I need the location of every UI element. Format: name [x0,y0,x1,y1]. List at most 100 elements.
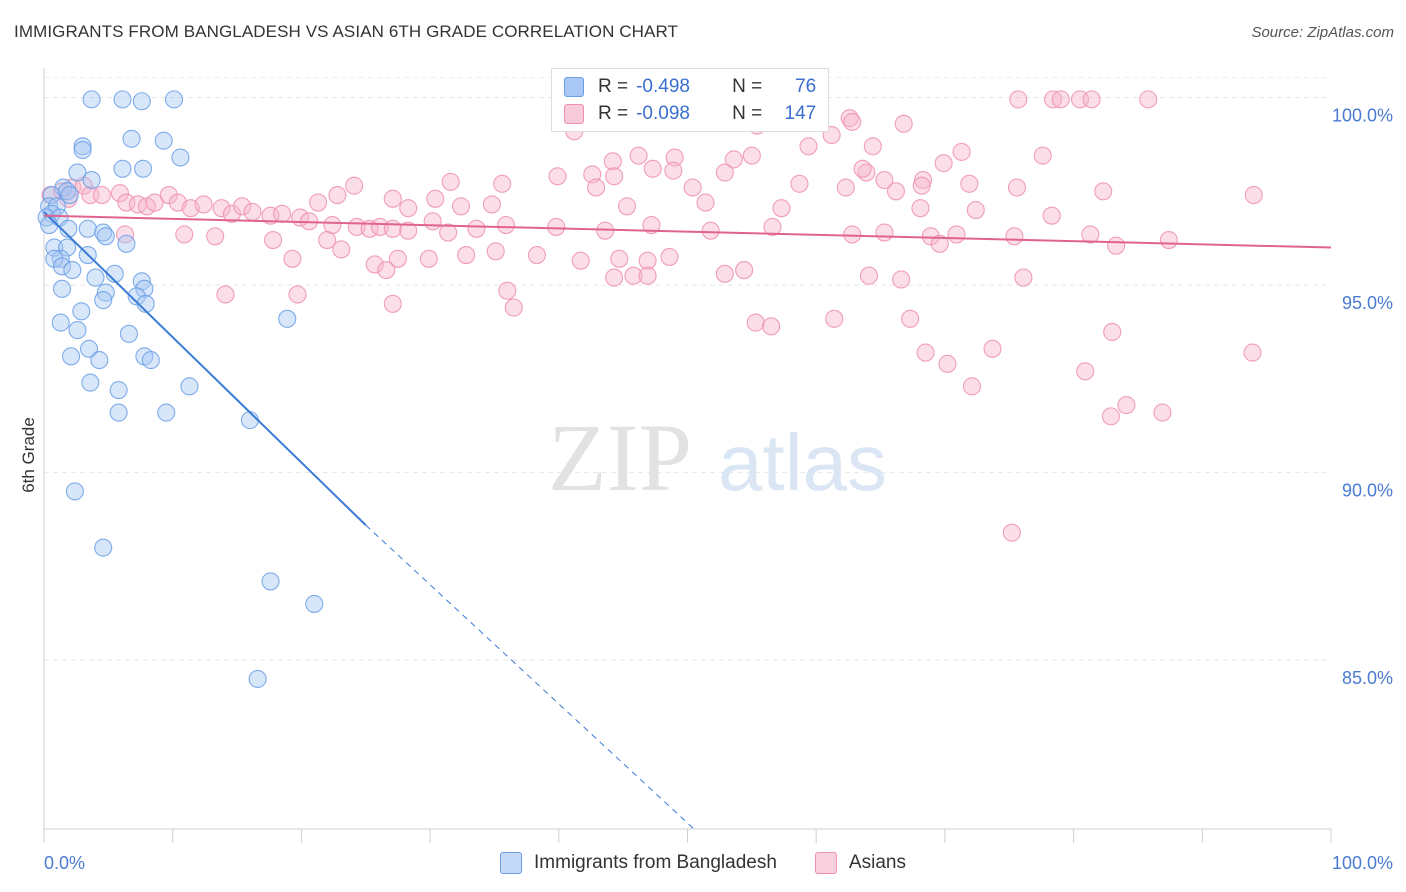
data-point [901,309,920,328]
data-point [617,197,637,216]
data-point [1043,90,1063,109]
data-point [701,221,720,240]
data-point [206,227,225,246]
x-tick-label: 0.0% [44,853,85,873]
data-point [127,287,146,306]
legend-swatch-blue [500,852,523,874]
x-tick-label: 100.0% [1332,853,1393,873]
data-point [451,197,471,216]
data-point [696,193,715,212]
data-point [45,249,64,268]
legend-row-asians: R = -0.098 N = 147 [564,102,816,126]
data-point [439,223,458,242]
data-point [273,204,292,223]
data-point [527,246,546,265]
data-point [875,170,894,190]
data-point [383,294,402,313]
legend-r-value: -0.498 [636,76,690,97]
source-note: Source: ZipAtlas.com [1251,24,1394,41]
data-point [643,159,662,178]
data-point [1082,90,1101,109]
legend-swatch-pink [814,852,837,874]
data-point [426,189,445,208]
data-point [1159,231,1178,250]
data-point [86,268,105,287]
data-point [51,249,70,268]
y-tick-label: 85.0% [1342,668,1393,688]
data-point [629,146,648,165]
data-point [947,225,966,244]
data-point [952,142,971,161]
data-point [493,174,512,193]
data-point [423,212,442,231]
trend-lines [43,211,1332,830]
data-point [117,234,136,253]
data-point [1002,523,1021,542]
data-point [1014,268,1033,287]
data-point [171,148,190,167]
legend-item-bangladesh[interactable]: Immigrants from Bangladesh [500,852,777,874]
data-point [912,176,931,195]
data-point [175,225,194,244]
data-point [603,152,622,171]
data-point [61,347,81,366]
series-legend: Immigrants from Bangladesh Asians [0,852,1406,874]
data-point [52,279,72,298]
data-point [1244,185,1263,205]
data-point [145,193,164,212]
data-point [365,255,384,274]
data-point [37,208,56,227]
data-point [42,185,61,205]
data-point [921,227,940,246]
data-point [1139,90,1158,109]
data-point [498,281,517,300]
data-point [63,261,82,280]
data-point [68,321,87,340]
data-point [122,129,141,148]
data-point [134,159,153,178]
data-point [624,266,643,285]
data-point [642,215,661,235]
series-asians [41,90,1263,542]
data-point [571,251,590,270]
data-point [843,225,862,244]
data-point [132,92,151,111]
data-point [1094,182,1113,201]
data-point [1103,322,1122,342]
data-point [278,309,297,328]
data-point [724,150,743,169]
data-point [962,377,981,396]
data-point [638,251,657,270]
legend-item-asians[interactable]: Asians [814,852,906,874]
data-point [399,221,418,240]
data-point [79,339,99,358]
series-bangladesh [37,90,324,689]
axes [43,68,1332,843]
data-point [1081,225,1100,244]
data-point [383,189,402,208]
data-point [141,351,160,370]
legend-label: Asians [848,852,906,873]
data-point [96,227,115,246]
data-point [96,283,115,302]
data-point [683,178,702,197]
watermark-zip: ZIP [548,404,692,511]
legend-n-value: 76 [795,76,817,97]
data-point [212,199,231,218]
data-point [1153,403,1172,422]
data-point [715,264,734,283]
data-point [863,137,882,156]
legend-r-label: R = [598,76,629,97]
data-point [288,285,307,304]
data-point [383,219,402,238]
data-point [1005,227,1024,246]
data-point [332,240,351,259]
data-point [52,257,72,276]
data-point [180,377,199,396]
data-point [305,594,324,613]
y-tick-label: 95.0% [1342,293,1393,313]
legend-row-bangladesh: R = -0.498 N = 76 [564,75,816,99]
data-point [318,231,337,250]
data-point [261,206,280,225]
